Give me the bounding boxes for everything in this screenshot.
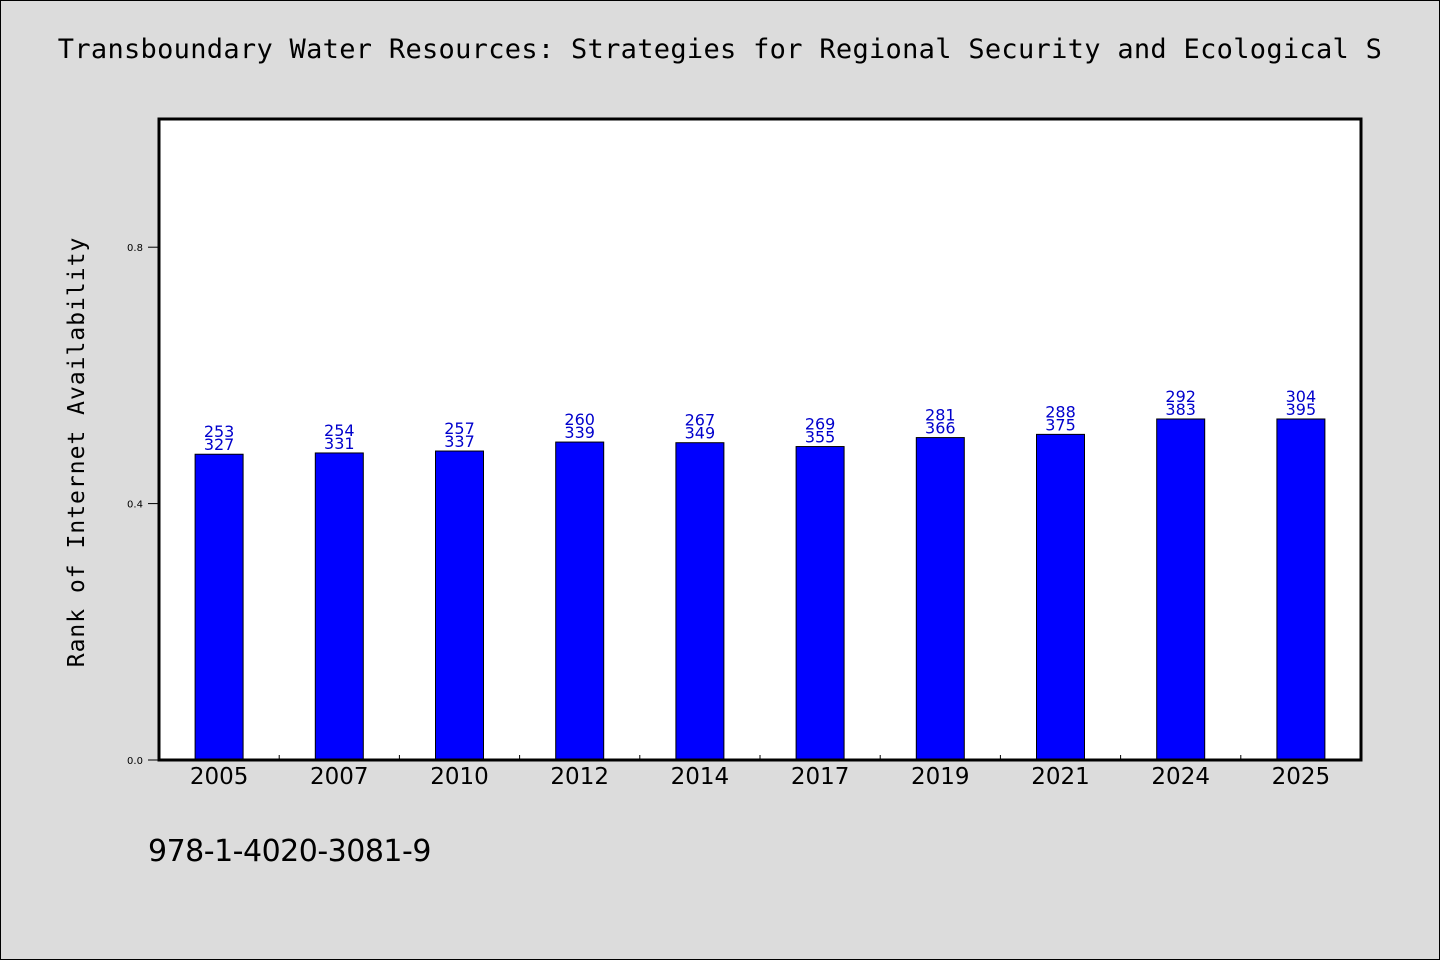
data-label: 349 — [685, 424, 716, 443]
bar[interactable] — [675, 442, 725, 761]
x-tick-label: 2017 — [791, 764, 850, 790]
data-label: 337 — [444, 432, 475, 451]
data-label: 257 — [444, 419, 475, 438]
y-tick-label: 0.0 — [127, 756, 143, 767]
data-label: 366 — [925, 419, 956, 438]
x-tick-label: 2005 — [190, 764, 249, 790]
x-tick-label: 2024 — [1151, 764, 1210, 790]
data-label: 253 — [204, 422, 235, 441]
data-label: 269 — [805, 415, 836, 434]
data-label: 375 — [1045, 415, 1076, 434]
data-label: 254 — [324, 421, 355, 440]
y-axis-label: Rank of Internet Availability — [64, 237, 90, 668]
data-label: 281 — [925, 406, 956, 425]
data-label: 292 — [1165, 387, 1196, 406]
chart-title: Transboundary Water Resources: Strategie… — [57, 34, 1383, 65]
plot-border — [157, 117, 1363, 762]
data-label: 383 — [1165, 400, 1196, 419]
data-label: 304 — [1286, 387, 1317, 406]
bar[interactable] — [435, 450, 484, 761]
bar[interactable] — [915, 437, 965, 761]
x-tick-label: 2010 — [430, 764, 489, 790]
bar[interactable] — [555, 441, 605, 761]
data-label: 355 — [805, 428, 836, 447]
bar[interactable] — [1156, 418, 1206, 761]
x-tick-label: 2019 — [911, 764, 970, 790]
data-label: 260 — [564, 410, 595, 429]
isbn-footer: 978-1-4020-3081-9 — [148, 834, 431, 869]
x-tick-label: 2014 — [671, 764, 730, 790]
data-label: 395 — [1286, 400, 1317, 419]
bar[interactable] — [795, 446, 845, 761]
data-label: 267 — [685, 411, 716, 430]
bar[interactable] — [1276, 418, 1326, 761]
data-label: 288 — [1045, 402, 1076, 421]
y-tick-label: 0.4 — [127, 500, 143, 511]
bar[interactable] — [1036, 433, 1085, 761]
data-label: 327 — [204, 435, 235, 454]
y-tick-label: 0.8 — [127, 243, 143, 254]
data-label: 339 — [564, 423, 595, 442]
x-tick-label: 2012 — [550, 764, 609, 790]
x-tick-label: 2025 — [1272, 764, 1331, 790]
x-tick-label: 2007 — [310, 764, 369, 790]
bar[interactable] — [194, 453, 244, 761]
x-tick-label: 2021 — [1031, 764, 1090, 790]
bar[interactable] — [314, 452, 364, 761]
data-label: 331 — [324, 434, 355, 453]
